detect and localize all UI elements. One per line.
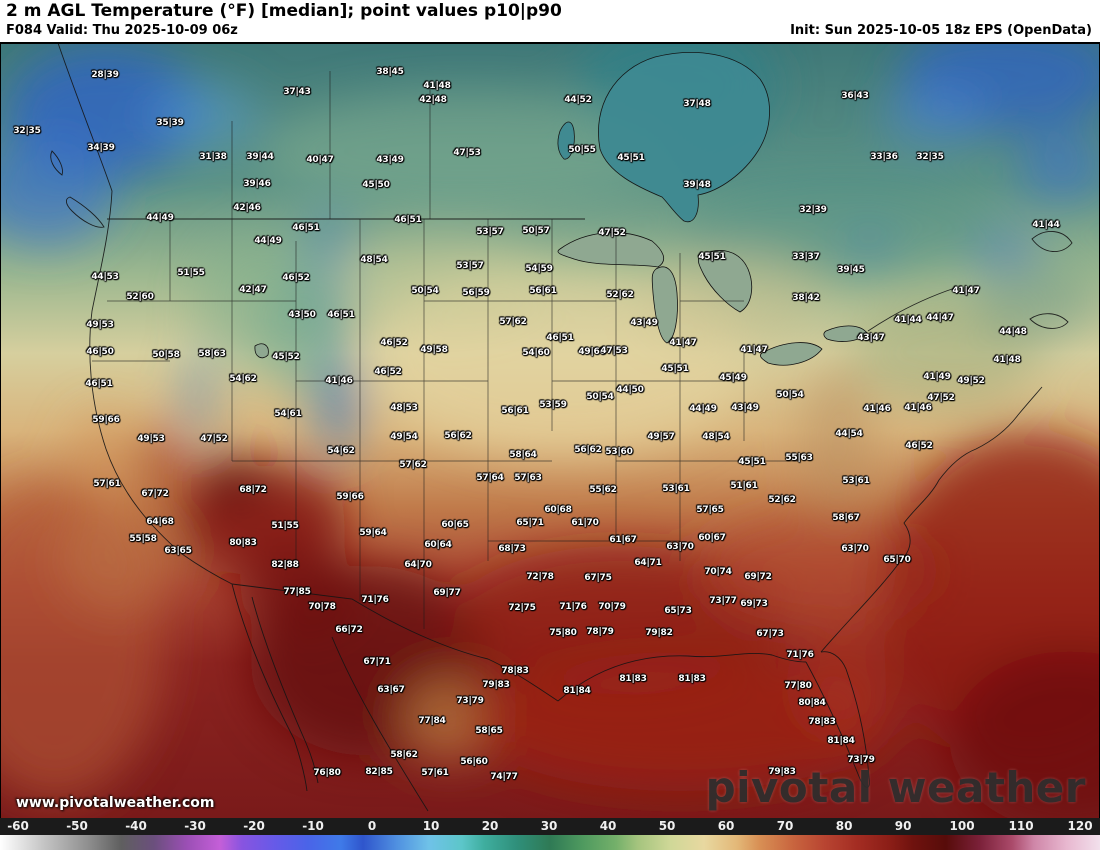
colorbar-tick: -50 bbox=[66, 819, 88, 833]
colorbar-gradient bbox=[0, 835, 1100, 850]
colorbar-ticks: -60 -50 -40 -30 -20 -10 0 10 20 30 40 50 60 70 80 90 100… bbox=[0, 818, 1100, 835]
state-borders bbox=[92, 71, 800, 629]
colorbar-tick: 70 bbox=[776, 819, 794, 833]
colorbar-tick: 20 bbox=[481, 819, 499, 833]
hudson-bay bbox=[557, 52, 770, 223]
colorbar-tick: -20 bbox=[243, 819, 265, 833]
colorbar-tick: 0 bbox=[367, 819, 377, 833]
colorbar-tick: -30 bbox=[184, 819, 206, 833]
init-time-label: Init: Sun 2025-10-05 18z EPS (OpenData) bbox=[790, 23, 1092, 38]
colorbar-tick: 90 bbox=[894, 819, 912, 833]
great-lakes bbox=[254, 232, 868, 366]
page-title: 2 m AGL Temperature (°F) [median]; point… bbox=[6, 1, 562, 21]
valid-time-label: F084 Valid: Thu 2025-10-09 06z bbox=[6, 23, 238, 38]
map-canvas bbox=[0, 43, 1100, 819]
colorbar-tick: -40 bbox=[125, 819, 147, 833]
colorbar-tick: 50 bbox=[658, 819, 676, 833]
watermark-url: www.pivotalweather.com bbox=[16, 795, 215, 811]
colorbar-tick: -60 bbox=[7, 819, 29, 833]
colorbar-tick: 110 bbox=[1008, 819, 1034, 833]
colorbar-tick: 40 bbox=[599, 819, 617, 833]
temperature-map bbox=[0, 42, 1100, 819]
header: 2 m AGL Temperature (°F) [median]; point… bbox=[0, 0, 1100, 42]
colorbar-tick: 120 bbox=[1067, 819, 1093, 833]
colorbar-tick: 10 bbox=[422, 819, 440, 833]
colorbar-tick: -10 bbox=[302, 819, 324, 833]
colorbar-tick: 100 bbox=[949, 819, 975, 833]
pivotal-weather-logo: pivotal weather bbox=[705, 763, 1086, 812]
colorbar: -60 -50 -40 -30 -20 -10 0 10 20 30 40 50 60 70 80 90 100… bbox=[0, 818, 1100, 850]
coastlines-and-borders bbox=[50, 43, 1073, 812]
colorbar-tick: 60 bbox=[717, 819, 735, 833]
colorbar-tick: 80 bbox=[835, 819, 853, 833]
colorbar-tick: 30 bbox=[540, 819, 558, 833]
temperature-field-blobs bbox=[0, 43, 1100, 819]
